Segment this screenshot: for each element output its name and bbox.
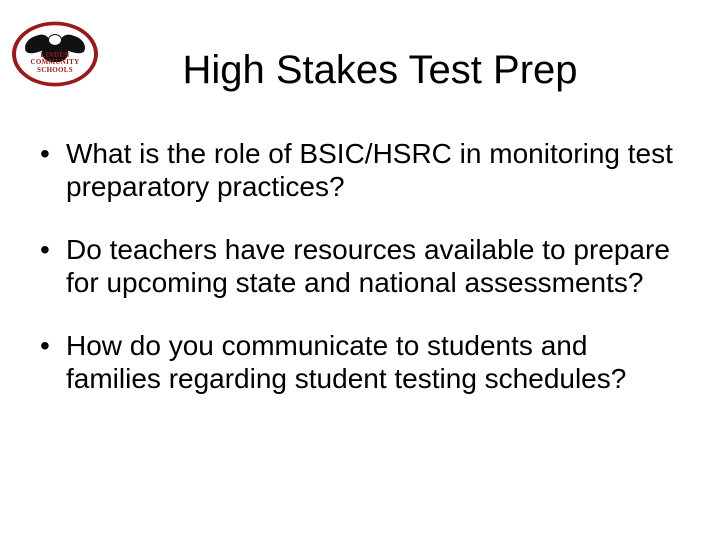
bullet-item: How do you communicate to students and f… — [32, 329, 680, 395]
bullet-item: Do teachers have resources available to … — [32, 233, 680, 299]
logo-text-line3: SCHOOLS — [12, 67, 98, 74]
slide-title: High Stakes Test Prep — [100, 48, 660, 93]
slide: LINDEN COMMUNITY SCHOOLS High Stakes Tes… — [0, 0, 720, 540]
school-logo: LINDEN COMMUNITY SCHOOLS — [12, 18, 98, 90]
bullet-item: What is the role of BSIC/HSRC in monitor… — [32, 137, 680, 203]
bullet-list: What is the role of BSIC/HSRC in monitor… — [32, 137, 680, 395]
logo-text: LINDEN COMMUNITY SCHOOLS — [12, 52, 98, 74]
